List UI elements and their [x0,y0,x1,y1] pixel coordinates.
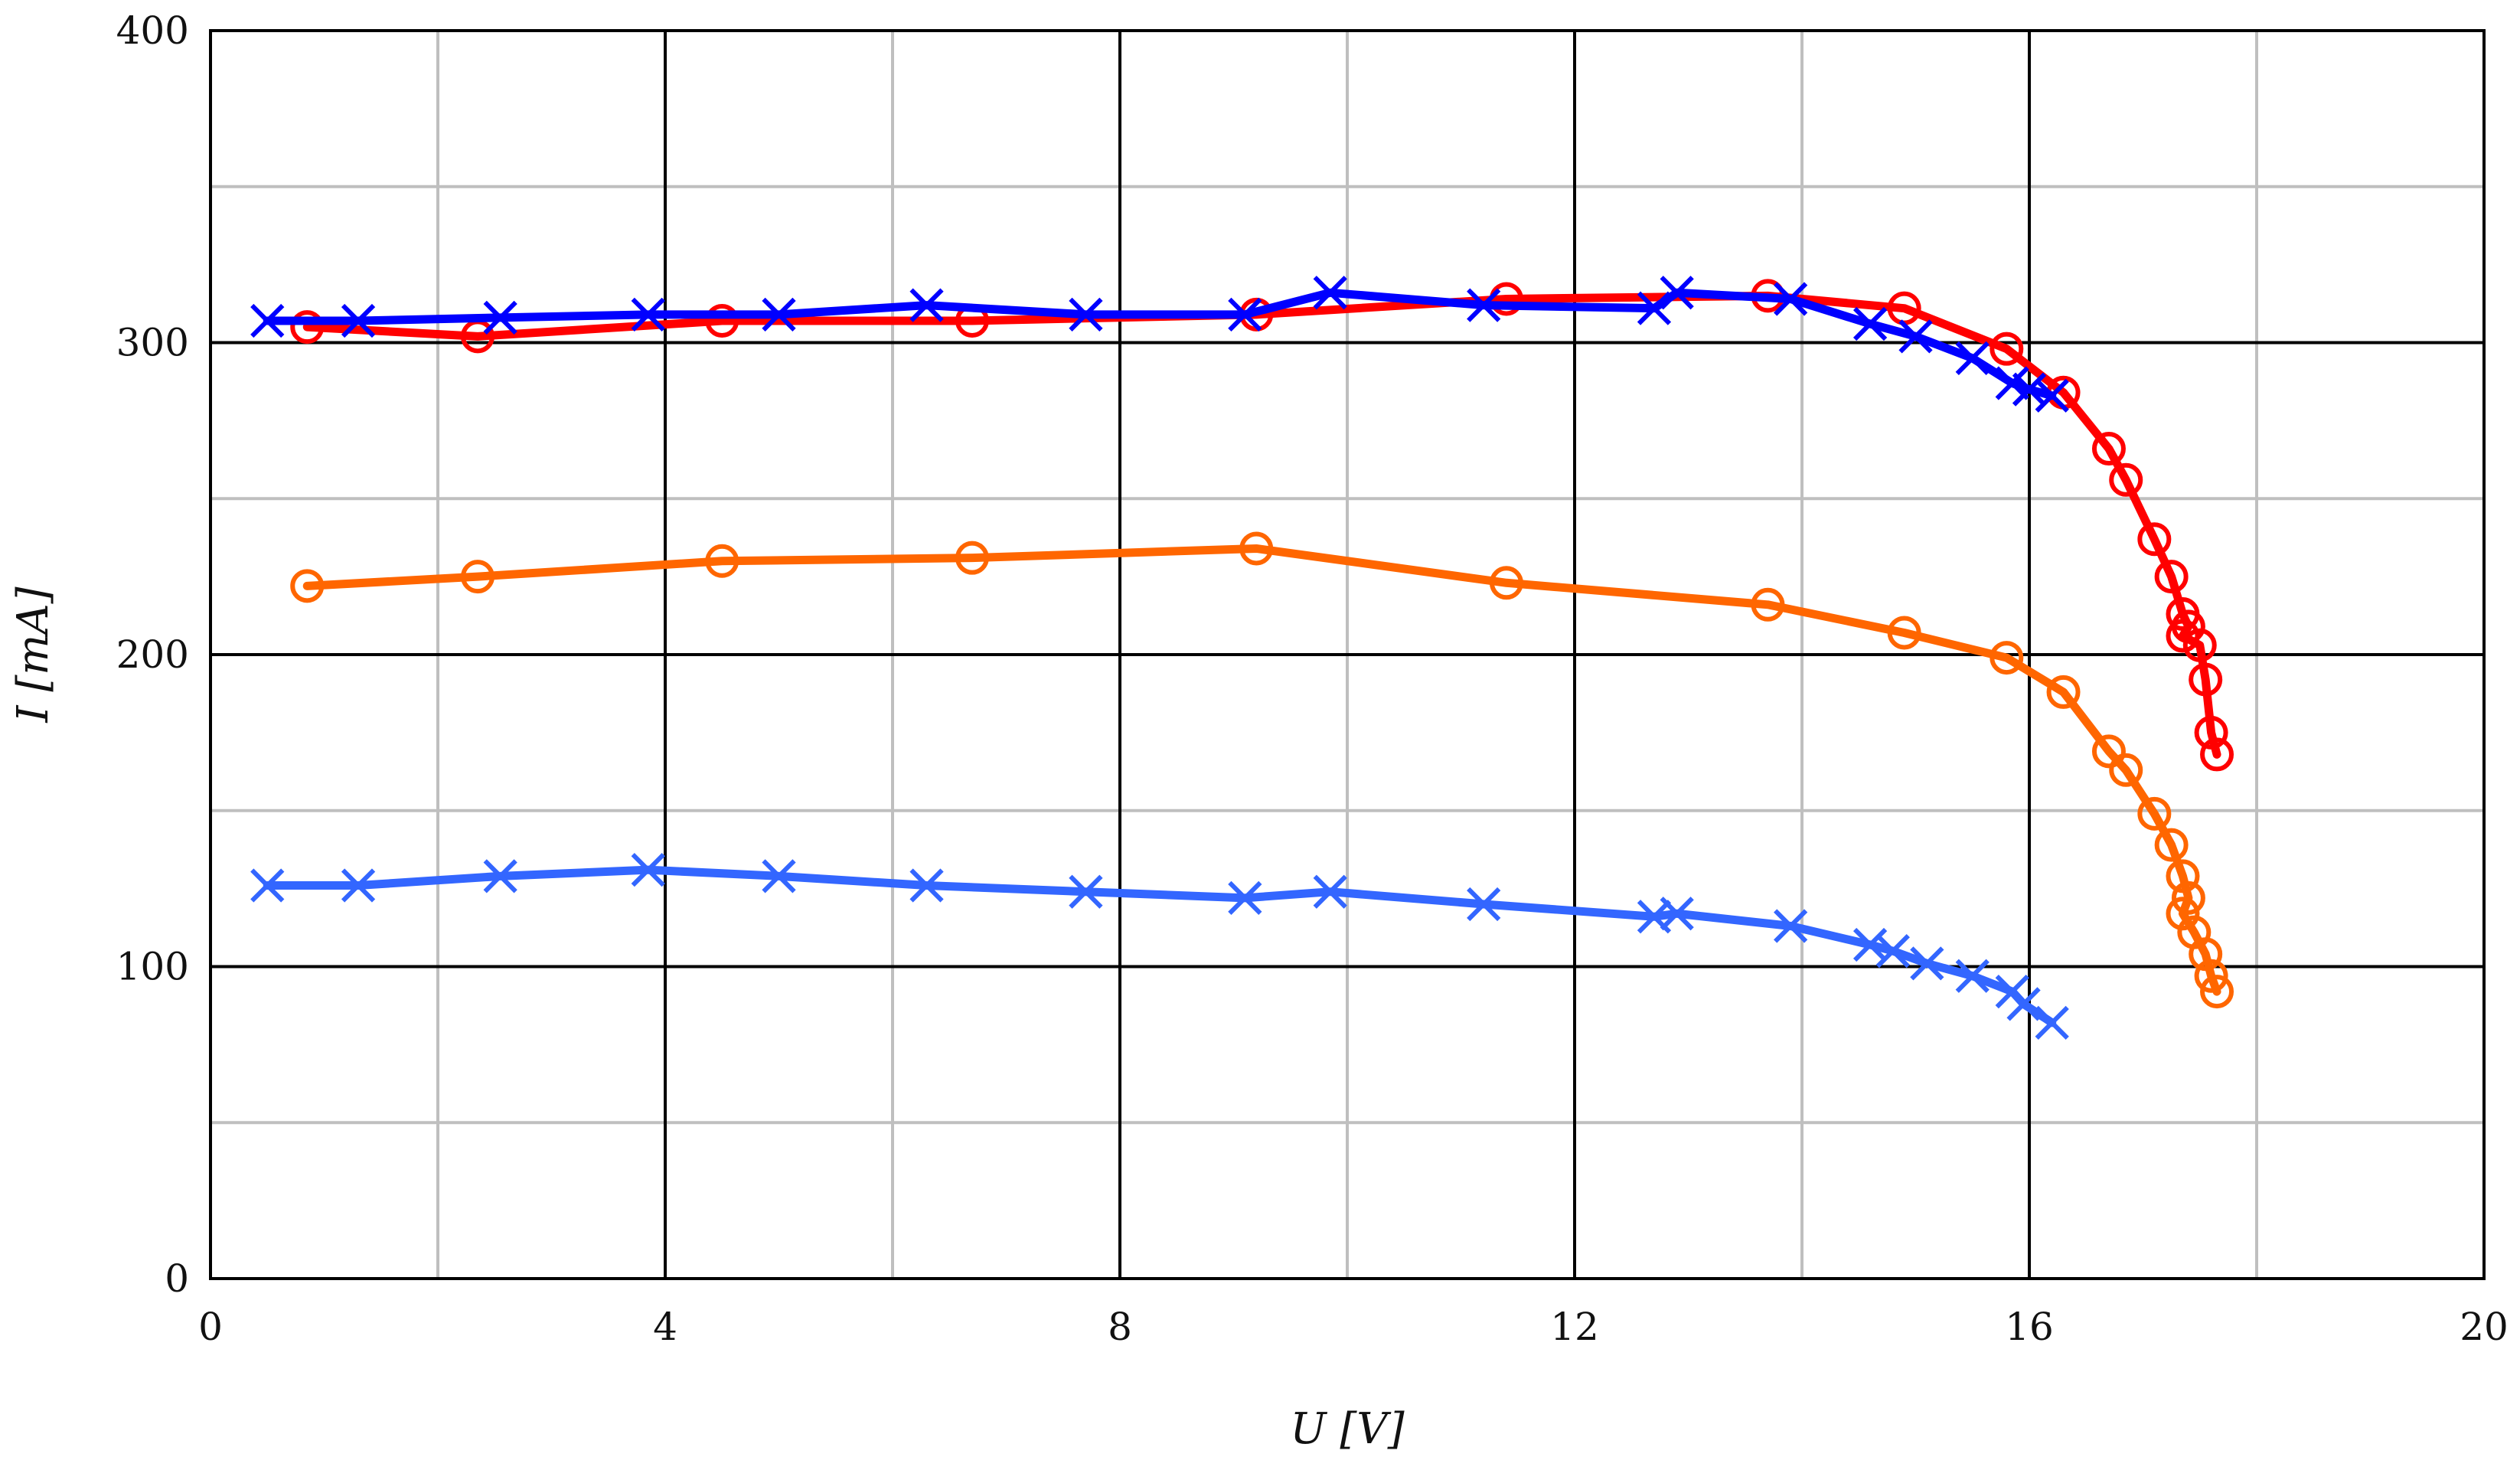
data-point-x [483,300,517,335]
y-tick-label: 0 [165,1256,189,1301]
data-point-x [1313,874,1347,909]
data-point-x [1910,946,1944,981]
data-point-circle [2200,737,2234,772]
data-point-x [250,303,285,338]
data-point-circle [290,310,325,345]
data-point-circle [1990,641,2024,675]
x-tick-label: 16 [2005,1305,2054,1349]
data-point-circle [2182,628,2217,662]
data-point-x [631,297,665,332]
series-1 [290,531,2234,1009]
y-tick-label: 300 [116,321,189,365]
data-point-x [762,859,796,893]
data-point-x [1774,909,1808,943]
data-point-x [1660,897,1694,931]
x-tick-label: 20 [2460,1305,2509,1349]
y-tick-label: 200 [116,632,189,677]
data-point-circle [290,569,325,603]
data-point-x [1228,297,1262,332]
data-point-x [1467,887,1501,922]
data-point-circle [2189,662,2223,697]
data-point-x [1637,291,1672,325]
data-point-circle [1887,616,1921,650]
data-point-x [1467,288,1501,322]
y-axis-title: I [mA] [8,586,58,723]
data-point-x [1852,306,1888,341]
x-tick-label: 0 [198,1305,223,1349]
data-point-x [909,288,944,322]
series-2 [250,853,2069,1040]
data-point-circle [2194,959,2228,993]
major-gridlines [211,31,2484,1279]
data-point-circle [955,541,989,575]
data-point-circle [2189,937,2223,972]
data-point-circle [2109,462,2143,497]
data-point-x [1955,341,1990,375]
data-point-x [2035,378,2069,413]
data-point-circle [705,303,739,338]
data-point-circle [2166,859,2200,893]
data-point-x [250,868,285,903]
data-point-x [1774,282,1808,316]
data-point-circle [2166,897,2200,931]
x-axis-tick-labels: 0 4 8 12 16 20 [198,1305,2509,1349]
data-point-circle [2137,796,2172,831]
data-point-x [1228,880,1262,915]
data-point-x [2006,987,2041,1021]
data-point-x [1898,319,1933,354]
data-point-circle [1489,566,1523,600]
data-point-x [341,303,376,338]
data-point-circle [2137,522,2172,557]
x-tick-label: 4 [653,1305,677,1349]
data-point-x [631,853,665,887]
data-point-x [909,868,944,903]
data-point-x [1069,874,1103,909]
data-point-x [1660,276,1694,310]
data-point-circle [705,544,739,578]
data-point-circle [2200,975,2234,1009]
y-tick-label: 400 [116,8,189,53]
x-axis-title: U [V] [1290,1404,1404,1454]
y-tick-label: 100 [116,945,189,989]
data-point-x [1852,927,1888,962]
data-point-x [1313,276,1347,310]
data-point-circle [2154,828,2189,862]
data-point-circle [460,560,495,594]
series-line [263,865,2057,1027]
data-point-circle [2194,715,2228,750]
y-axis-tick-labels: 0 100 200 300 400 [116,8,189,1301]
data-point-circle [2166,619,2200,653]
data-point-x [1955,959,1990,993]
x-tick-label: 8 [1108,1305,1132,1349]
data-point-x [2012,372,2047,407]
plot-area-frame [209,29,2486,1280]
data-point-circle [2091,432,2126,466]
data-point-circle [2046,675,2081,709]
data-point-circle [2154,560,2189,594]
data-point-circle [2171,880,2205,915]
data-point-x [1069,297,1103,332]
data-point-x [1875,934,1910,969]
series-4 [250,276,2069,413]
x-tick-label: 12 [1550,1305,1599,1349]
data-point-x [2035,1005,2069,1040]
data-point-x [341,868,376,903]
data-point-circle [1751,587,1785,622]
data-point-circle [1990,332,2024,366]
data-point-circle [2109,753,2143,787]
data-point-x [483,859,517,893]
data-point-x [762,297,796,332]
data-series [250,276,2234,1040]
data-point-circle [2091,734,2126,769]
data-point-circle [1239,531,1274,566]
